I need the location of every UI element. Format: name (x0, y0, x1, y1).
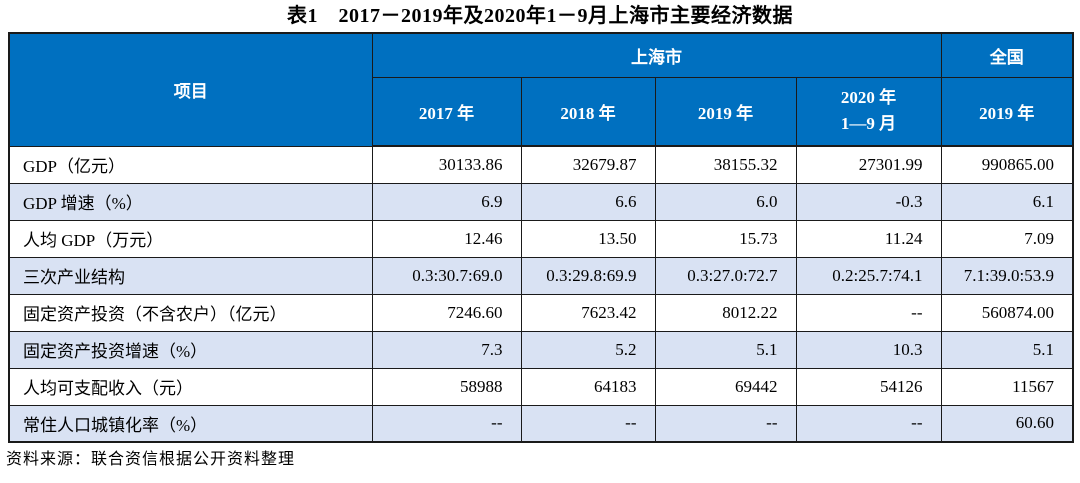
data-cell: 64183 (520, 367, 656, 406)
data-cell: 560874.00 (940, 293, 1074, 332)
data-cell: 11567 (940, 367, 1074, 406)
header-year-2020-jan-sep: 2020 年 1—9 月 (795, 76, 942, 147)
data-cell: 7246.60 (371, 293, 522, 332)
data-cell: -0.3 (795, 182, 942, 221)
data-cell: 7.09 (940, 219, 1074, 258)
data-cell: 5.1 (654, 330, 797, 369)
data-cell: 12.46 (371, 219, 522, 258)
table-row-fixed-asset-investment: 固定资产投资（不含农户）（亿元） 7246.60 7623.42 8012.22… (8, 293, 1074, 332)
row-label: 人均可支配收入（元） (8, 367, 373, 406)
table-row-gdp-per-capita: 人均 GDP（万元） 12.46 13.50 15.73 11.24 7.09 (8, 219, 1074, 258)
table-row-industry-structure: 三次产业结构 0.3:30.7:69.0 0.3:29.8:69.9 0.3:2… (8, 256, 1074, 295)
header-year-2017: 2017 年 (371, 76, 522, 147)
data-cell: 7623.42 (520, 293, 656, 332)
data-cell: 11.24 (795, 219, 942, 258)
table-header: 项目 上海市 全国 2017 年 2018 年 2019 年 2020 年 1—… (8, 32, 1074, 147)
source-note: 资料来源：联合资信根据公开资料整理 (6, 451, 296, 468)
data-cell: 38155.32 (654, 145, 797, 184)
row-label: 常住人口城镇化率（%） (8, 404, 373, 443)
data-cell: 0.2:25.7:74.1 (795, 256, 942, 295)
data-cell: 54126 (795, 367, 942, 406)
data-cell: 6.9 (371, 182, 522, 221)
row-label: GDP（亿元） (8, 145, 373, 184)
data-cell: 10.3 (795, 330, 942, 369)
data-cell: 6.1 (940, 182, 1074, 221)
data-cell: 990865.00 (940, 145, 1074, 184)
table-body: GDP（亿元） 30133.86 32679.87 38155.32 27301… (8, 145, 1074, 443)
data-cell: -- (795, 404, 942, 443)
header-group-national: 全国 (940, 32, 1074, 78)
row-label: 三次产业结构 (8, 256, 373, 295)
data-cell: 69442 (654, 367, 797, 406)
header-group-row: 项目 上海市 全国 (8, 32, 1074, 147)
data-cell: 7.3 (371, 330, 522, 369)
table-row-gdp-growth: GDP 增速（%） 6.9 6.6 6.0 -0.3 6.1 (8, 182, 1074, 221)
row-label: 固定资产投资（不含农户）（亿元） (8, 293, 373, 332)
table-row-urbanization-rate: 常住人口城镇化率（%） -- -- -- -- 60.60 (8, 404, 1074, 443)
economic-data-table: 项目 上海市 全国 2017 年 2018 年 2019 年 2020 年 1—… (8, 32, 1074, 443)
data-cell: 5.1 (940, 330, 1074, 369)
header-year-2019: 2019 年 (654, 76, 797, 147)
data-cell: 6.6 (520, 182, 656, 221)
table-row-disposable-income: 人均可支配收入（元） 58988 64183 69442 54126 11567 (8, 367, 1074, 406)
data-cell: 0.3:30.7:69.0 (371, 256, 522, 295)
header-year-2020-line2: 1—9 月 (840, 114, 897, 134)
data-cell: 60.60 (940, 404, 1074, 443)
data-cell: 0.3:29.8:69.9 (520, 256, 656, 295)
data-cell: 0.3:27.0:72.7 (654, 256, 797, 295)
data-cell: 7.1:39.0:53.9 (940, 256, 1074, 295)
table-title: 表1 2017－2019年及2020年1－9月上海市主要经济数据 (287, 5, 793, 27)
header-year-2018: 2018 年 (520, 76, 656, 147)
table-row-fixed-asset-investment-growth: 固定资产投资增速（%） 7.3 5.2 5.1 10.3 5.1 (8, 330, 1074, 369)
header-year-row: 2017 年 2018 年 2019 年 2020 年 1—9 月 2019 年 (9, 76, 1074, 147)
data-cell: 30133.86 (371, 145, 522, 184)
data-cell: 8012.22 (654, 293, 797, 332)
data-cell: -- (795, 293, 942, 332)
data-cell: 6.0 (654, 182, 797, 221)
data-cell: 15.73 (654, 219, 797, 258)
data-cell: 13.50 (520, 219, 656, 258)
data-cell: -- (654, 404, 797, 443)
data-cell: 58988 (371, 367, 522, 406)
row-label: 人均 GDP（万元） (8, 219, 373, 258)
header-national-year-2019: 2019 年 (940, 76, 1074, 147)
header-year-2020-line1: 2020 年 (840, 88, 897, 108)
data-cell: 5.2 (520, 330, 656, 369)
data-cell: 27301.99 (795, 145, 942, 184)
header-item-column: 项目 (8, 32, 373, 147)
row-label: 固定资产投资增速（%） (8, 330, 373, 369)
header-group-shanghai: 上海市 (371, 32, 942, 78)
row-label: GDP 增速（%） (8, 182, 373, 221)
table-row-gdp: GDP（亿元） 30133.86 32679.87 38155.32 27301… (8, 145, 1074, 184)
data-cell: 32679.87 (520, 145, 656, 184)
data-cell: -- (371, 404, 522, 443)
data-cell: -- (520, 404, 656, 443)
